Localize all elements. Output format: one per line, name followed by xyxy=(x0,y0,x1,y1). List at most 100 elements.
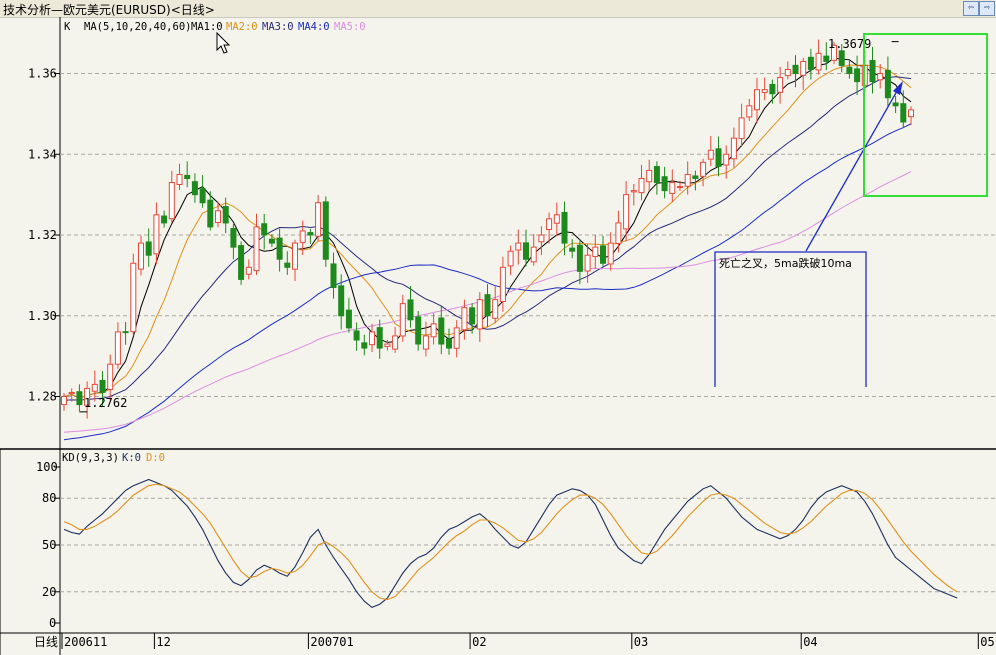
moving-averages xyxy=(63,57,912,441)
window-title: 技术分析—欧元美元(EURUSD)<日线> xyxy=(3,3,215,17)
y-tick-label: 1.28 xyxy=(28,390,57,404)
candle-up xyxy=(84,387,91,406)
candle-down xyxy=(600,245,606,264)
legend-ma5: MA5:0 xyxy=(334,21,366,33)
candle-down xyxy=(846,66,853,75)
kd-line-d xyxy=(63,483,958,601)
candle-up xyxy=(738,117,745,140)
candle-up xyxy=(800,60,807,76)
candle-up xyxy=(908,109,914,118)
arrow-right-icon[interactable]: ⇨ xyxy=(979,1,995,16)
candle-down xyxy=(199,188,206,204)
x-tick-label: 03 xyxy=(634,635,648,649)
candle-up xyxy=(245,266,252,275)
candle-down xyxy=(469,307,476,325)
candle-up xyxy=(492,299,499,319)
candle-up xyxy=(646,169,653,183)
candle-down xyxy=(569,247,576,252)
kd-lines xyxy=(63,478,958,609)
highlight-box xyxy=(863,33,988,197)
candle-up xyxy=(553,214,560,224)
candle-up xyxy=(877,73,884,81)
candle-up xyxy=(499,266,506,303)
x-tick-label: 02 xyxy=(472,635,486,649)
candle-up xyxy=(369,331,375,346)
candle-up xyxy=(538,234,545,243)
candle-up xyxy=(700,161,707,177)
candle-up xyxy=(707,149,714,160)
candle-down xyxy=(823,55,830,62)
kd-y-tick-label: 80 xyxy=(42,491,56,505)
candle-down xyxy=(99,379,106,393)
candle-down xyxy=(145,241,152,256)
chart-frame xyxy=(0,17,996,655)
low-price-label: 1.2762 xyxy=(84,396,127,410)
y-tick-label: 1.34 xyxy=(28,147,57,161)
candle-down xyxy=(207,199,214,228)
candle-up xyxy=(730,137,737,160)
candle-down xyxy=(284,262,291,268)
candle-up xyxy=(61,396,67,406)
candle-up xyxy=(546,218,553,231)
candle-up xyxy=(607,242,614,265)
candle-up xyxy=(215,210,221,224)
kd-y-tick-label: 20 xyxy=(42,585,56,599)
candle-up xyxy=(630,190,637,193)
candle-down xyxy=(807,56,814,70)
candle-up xyxy=(453,327,460,349)
ma-line-ma2 xyxy=(63,64,912,399)
arrow-left-icon[interactable]: ⇦ xyxy=(963,1,979,16)
candle-up xyxy=(422,335,429,350)
legend-ma3: MA3:0 xyxy=(262,21,294,33)
candle-up xyxy=(253,226,260,272)
candle-down xyxy=(576,244,583,272)
candle-up xyxy=(777,77,784,93)
legend-ma1: MA1:0 xyxy=(191,21,223,33)
candle-down xyxy=(322,201,329,260)
candle-down xyxy=(523,242,529,260)
candle-down xyxy=(884,69,891,99)
candle-down xyxy=(692,175,699,179)
candle-down xyxy=(222,206,229,224)
candle-down xyxy=(76,391,83,406)
candle-up xyxy=(91,383,98,392)
candlesticks xyxy=(61,39,914,419)
candle-up xyxy=(168,182,175,220)
candle-down xyxy=(854,68,861,83)
candle-up xyxy=(392,335,399,350)
ma-line-ma4 xyxy=(63,123,912,441)
candle-up xyxy=(384,343,391,347)
ma-line-ma1 xyxy=(63,57,912,399)
candle-down xyxy=(438,317,445,345)
candle-down xyxy=(653,166,660,184)
annotation-box xyxy=(714,251,867,387)
candle-up xyxy=(815,52,822,71)
candle-up xyxy=(507,250,514,267)
candle-up xyxy=(784,68,791,77)
candle-down xyxy=(715,148,722,167)
candle-up xyxy=(684,173,691,187)
candle-down xyxy=(407,299,414,321)
candle-down xyxy=(361,342,368,349)
candle-down xyxy=(792,64,799,75)
candle-up xyxy=(515,242,522,251)
candle-down xyxy=(338,285,345,317)
kd-line-k xyxy=(63,478,958,609)
legend-k: K xyxy=(64,21,71,33)
y-tick-label: 1.32 xyxy=(28,228,57,242)
candle-up xyxy=(584,254,591,272)
candle-down xyxy=(184,174,191,179)
candle-up xyxy=(292,242,298,270)
kd-y-tick-label: 100 xyxy=(36,460,58,474)
candle-down xyxy=(268,238,275,244)
candle-down xyxy=(330,263,337,289)
candle-up xyxy=(315,202,322,237)
x-tick-label: 12 xyxy=(156,635,170,649)
candle-down xyxy=(484,294,491,317)
candle-down xyxy=(230,227,237,248)
x-tick-label: 200701 xyxy=(310,635,353,649)
candle-up xyxy=(114,331,121,365)
candle-up xyxy=(130,262,137,333)
